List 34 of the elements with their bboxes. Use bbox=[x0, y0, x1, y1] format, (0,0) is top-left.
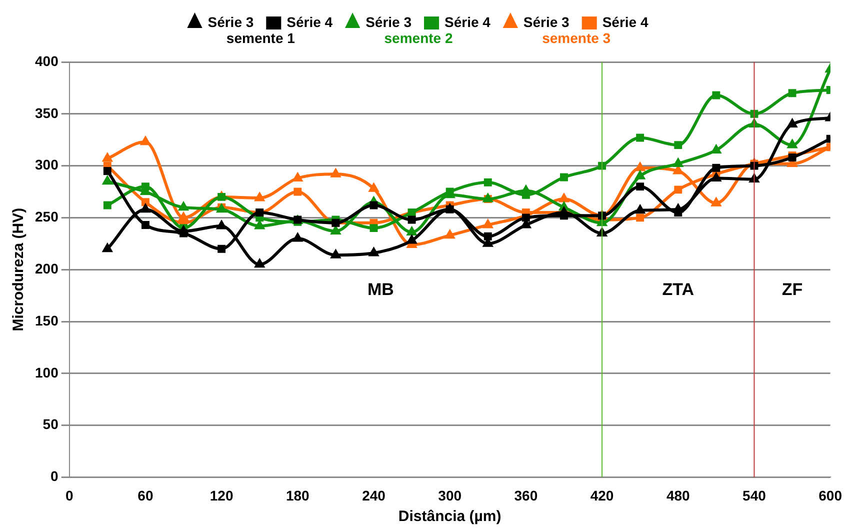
y-axis-title: Microdureza (HV) bbox=[10, 208, 28, 332]
y-tick-label: 50 bbox=[42, 416, 59, 432]
x-tick-label: 120 bbox=[210, 487, 234, 504]
y-tick-label: 300 bbox=[35, 156, 59, 173]
x-tick-label: 480 bbox=[666, 487, 690, 504]
legend-label: Série 4 bbox=[602, 14, 648, 30]
y-tick-label: 350 bbox=[35, 104, 59, 121]
legend-label: Série 4 bbox=[286, 14, 333, 30]
text: semente 1 bbox=[226, 30, 296, 46]
annotation: MB bbox=[367, 280, 394, 300]
legend-label: Série 4 bbox=[444, 14, 491, 30]
x-axis-title: Distância (µm) bbox=[398, 508, 502, 526]
y-tick-label: 250 bbox=[35, 208, 59, 225]
y-tick-label: 200 bbox=[35, 260, 59, 276]
x-tick-label: 300 bbox=[438, 487, 462, 504]
x-tick-label: 420 bbox=[590, 487, 614, 504]
annotation: ZF bbox=[782, 280, 803, 300]
y-tick-label: 150 bbox=[35, 312, 59, 328]
x-tick-label: 540 bbox=[742, 487, 766, 504]
x-tick-label: 240 bbox=[362, 487, 386, 504]
y-tick-label: 100 bbox=[35, 364, 59, 380]
x-tick-label: 360 bbox=[514, 487, 538, 504]
x-tick-label: 600 bbox=[818, 487, 842, 504]
text: semente 2 bbox=[384, 30, 453, 46]
annotation: ZTA bbox=[662, 280, 694, 300]
x-tick-label: 60 bbox=[138, 487, 154, 504]
y-tick-label: 0 bbox=[50, 468, 59, 484]
text: semente 3 bbox=[542, 30, 611, 46]
x-tick-label: 180 bbox=[286, 487, 310, 504]
legend-label: Série 3 bbox=[366, 14, 412, 30]
y-tick-label: 400 bbox=[35, 52, 59, 69]
legend-label: Série 3 bbox=[208, 14, 254, 30]
legend-label: Série 3 bbox=[523, 14, 570, 30]
x-tick-label: 0 bbox=[65, 487, 74, 504]
